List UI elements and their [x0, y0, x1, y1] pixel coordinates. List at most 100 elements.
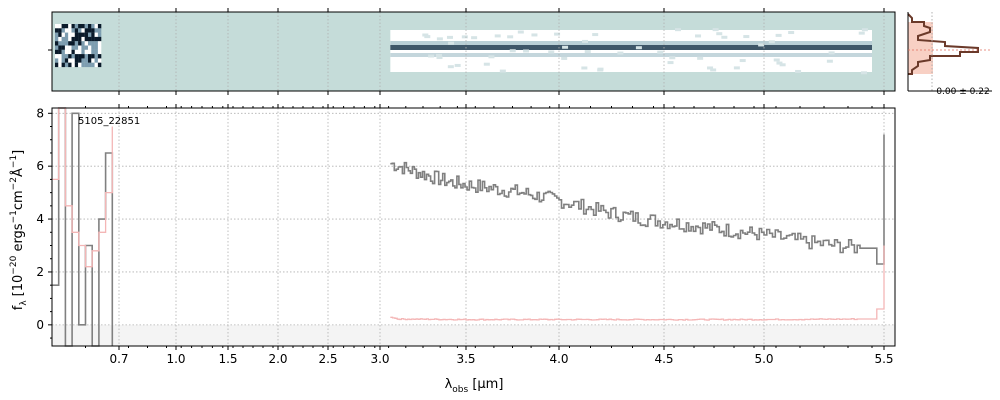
noise-pixel	[88, 62, 92, 68]
x-tick-label: 3.5	[456, 352, 475, 366]
noise-pixel	[94, 54, 98, 59]
noise-pixel	[55, 32, 59, 37]
noise-pixel	[88, 49, 92, 55]
noise-pixel	[58, 24, 62, 29]
noise-pixel	[71, 41, 75, 46]
noise-pixel	[88, 45, 92, 50]
x-tick-label: 5.5	[874, 352, 893, 366]
side-histogram-panel	[907, 12, 992, 92]
noise-pixel	[81, 58, 85, 63]
noise-pixel	[68, 24, 72, 29]
noise-pixel	[84, 45, 89, 50]
flux-line	[390, 134, 885, 265]
noise-pixel	[91, 54, 95, 59]
band-texture	[635, 46, 642, 50]
noise-pixel	[81, 62, 85, 68]
noise-pixel	[74, 58, 79, 63]
band-texture	[554, 32, 561, 36]
noise-pixel	[61, 41, 65, 46]
histogram-stat-label: 0.00 ± 0.22	[936, 87, 989, 97]
noise-pixel	[81, 28, 85, 33]
noise-pixel	[78, 28, 82, 33]
noise-pixel	[61, 54, 65, 59]
noise-pixel	[91, 32, 95, 37]
noise-pixel	[81, 49, 85, 55]
noise-pixel	[94, 62, 98, 68]
noise-pixel	[68, 28, 72, 33]
noise-pixel	[78, 58, 82, 63]
uncertainty-line	[390, 245, 885, 321]
noise-pixel	[88, 58, 92, 63]
noise-pixel	[64, 36, 69, 42]
band-texture	[758, 43, 765, 47]
noise-pixel	[88, 28, 92, 33]
noise-pixel	[97, 58, 102, 63]
y-tick-label: 0	[36, 318, 44, 332]
noise-pixel	[64, 24, 69, 29]
noise-pixel	[71, 36, 75, 42]
spectrum-id-label: 5105_22851	[78, 116, 140, 127]
noise-pixel	[74, 36, 79, 42]
noise-pixel	[71, 54, 75, 59]
spectrum-2d-panel	[48, 8, 896, 95]
band-texture	[826, 59, 833, 63]
noise-pixel	[88, 41, 92, 46]
noise-pixel	[61, 58, 65, 63]
noise-pixel	[64, 28, 69, 33]
noise-pixel	[71, 28, 75, 33]
band-texture	[471, 36, 478, 40]
noise-pixel	[58, 32, 62, 37]
noise-pixel	[58, 49, 62, 55]
noise-pixel	[68, 62, 72, 68]
noise-pixel	[68, 49, 72, 55]
noise-pixel	[55, 62, 59, 68]
noise-pixel	[81, 54, 85, 59]
noise-pixel	[94, 41, 98, 46]
noise-pixel	[94, 28, 98, 33]
band-texture	[716, 32, 723, 36]
noise-pixel	[55, 24, 59, 29]
spectrum-2d-frame	[51, 11, 896, 92]
band-texture	[454, 63, 461, 67]
noise-pixel	[58, 62, 62, 68]
noise-pixel	[84, 32, 89, 37]
noise-pixel	[58, 54, 62, 59]
noise-pixel	[64, 45, 69, 50]
band-texture	[488, 55, 495, 59]
band-texture	[548, 50, 555, 54]
noise-pixel	[91, 36, 95, 42]
noise-pixel	[55, 45, 59, 50]
noise-pixel	[64, 32, 69, 37]
negative-flux-shade	[52, 324, 895, 346]
band-texture	[776, 61, 783, 65]
band-texture	[582, 39, 589, 43]
band-texture	[860, 71, 867, 75]
noise-pixel	[97, 62, 102, 68]
band-texture	[861, 28, 868, 32]
y-tick-label: 8	[36, 106, 44, 120]
band-texture	[733, 66, 740, 70]
band-texture	[743, 35, 750, 39]
band-texture	[597, 68, 604, 72]
uncertainty-line	[52, 107, 113, 268]
y-tick-label: 2	[36, 265, 44, 279]
noise-pixel	[81, 24, 85, 29]
band-texture	[707, 66, 714, 70]
y-tick-label: 4	[36, 212, 44, 226]
noise-pixel	[74, 62, 79, 68]
noise-pixel	[64, 49, 69, 55]
histogram-fill	[908, 22, 933, 74]
noise-pixel	[78, 62, 82, 68]
noise-pixel	[74, 54, 79, 59]
band-texture	[483, 62, 490, 66]
band-texture	[446, 35, 453, 39]
band-texture	[461, 35, 468, 39]
noise-pixel	[61, 28, 65, 33]
band-texture	[721, 35, 728, 39]
x-tick-label: 4.0	[549, 352, 568, 366]
noise-pixel	[61, 32, 65, 37]
noise-pixel	[55, 49, 59, 55]
noise-pixel	[84, 24, 89, 29]
noise-pixel	[84, 54, 89, 59]
